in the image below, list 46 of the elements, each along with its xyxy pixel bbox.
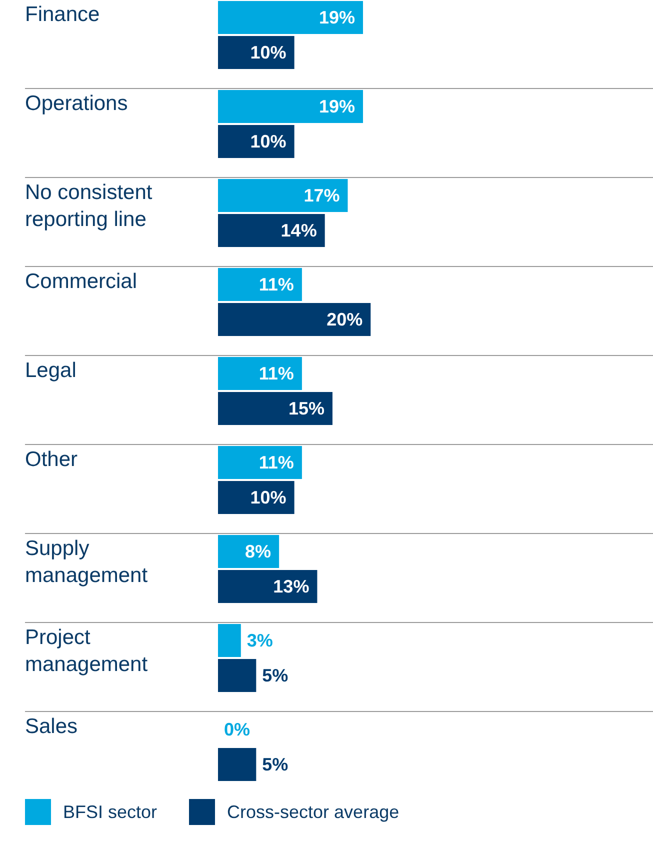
bar xyxy=(218,748,256,781)
data-label: 10% xyxy=(250,488,286,508)
data-label: 8% xyxy=(245,542,272,562)
bar xyxy=(218,125,294,158)
y-tick-label: Operations xyxy=(25,92,128,115)
bar xyxy=(218,268,302,301)
y-tick-label: No consistent reporting line xyxy=(25,181,152,231)
data-label: 11% xyxy=(258,364,294,384)
bar xyxy=(218,535,280,568)
data-label: 5% xyxy=(262,754,288,774)
bar xyxy=(218,179,348,212)
bar xyxy=(218,303,371,336)
y-tick-label: Finance xyxy=(25,3,100,26)
y-tick-label: Legal xyxy=(25,359,76,382)
data-label: 14% xyxy=(280,220,317,240)
data-label: 11% xyxy=(258,452,294,472)
bar xyxy=(218,36,294,69)
legend-label: Cross-sector average xyxy=(227,802,400,822)
bar xyxy=(218,90,363,123)
data-label: 13% xyxy=(273,576,310,596)
data-label: 10% xyxy=(250,132,286,152)
data-label: 10% xyxy=(250,42,286,62)
data-label: 11% xyxy=(258,274,294,294)
bar xyxy=(218,357,302,390)
y-tick-label: Supply management xyxy=(25,537,148,587)
y-tick-label: Sales xyxy=(25,715,78,738)
y-tick-label: Commercial xyxy=(25,270,138,293)
data-label: 15% xyxy=(288,398,324,418)
bar xyxy=(218,446,302,479)
data-label: 3% xyxy=(246,630,273,650)
bar xyxy=(218,481,294,514)
bar xyxy=(218,570,318,603)
bar xyxy=(218,214,325,247)
data-label: 19% xyxy=(318,8,355,28)
bar xyxy=(218,1,363,34)
bar xyxy=(218,392,332,425)
data-label: 5% xyxy=(262,666,288,686)
data-label: 17% xyxy=(304,186,340,206)
data-label: 19% xyxy=(318,96,355,116)
y-tick-label: Other xyxy=(25,448,78,471)
bar xyxy=(218,659,256,692)
data-label: 20% xyxy=(326,310,363,330)
y-tick-label: Project management xyxy=(25,626,148,676)
bar xyxy=(218,624,241,657)
data-label: 0% xyxy=(224,720,250,740)
legend-label: BFSI sector xyxy=(63,802,158,822)
